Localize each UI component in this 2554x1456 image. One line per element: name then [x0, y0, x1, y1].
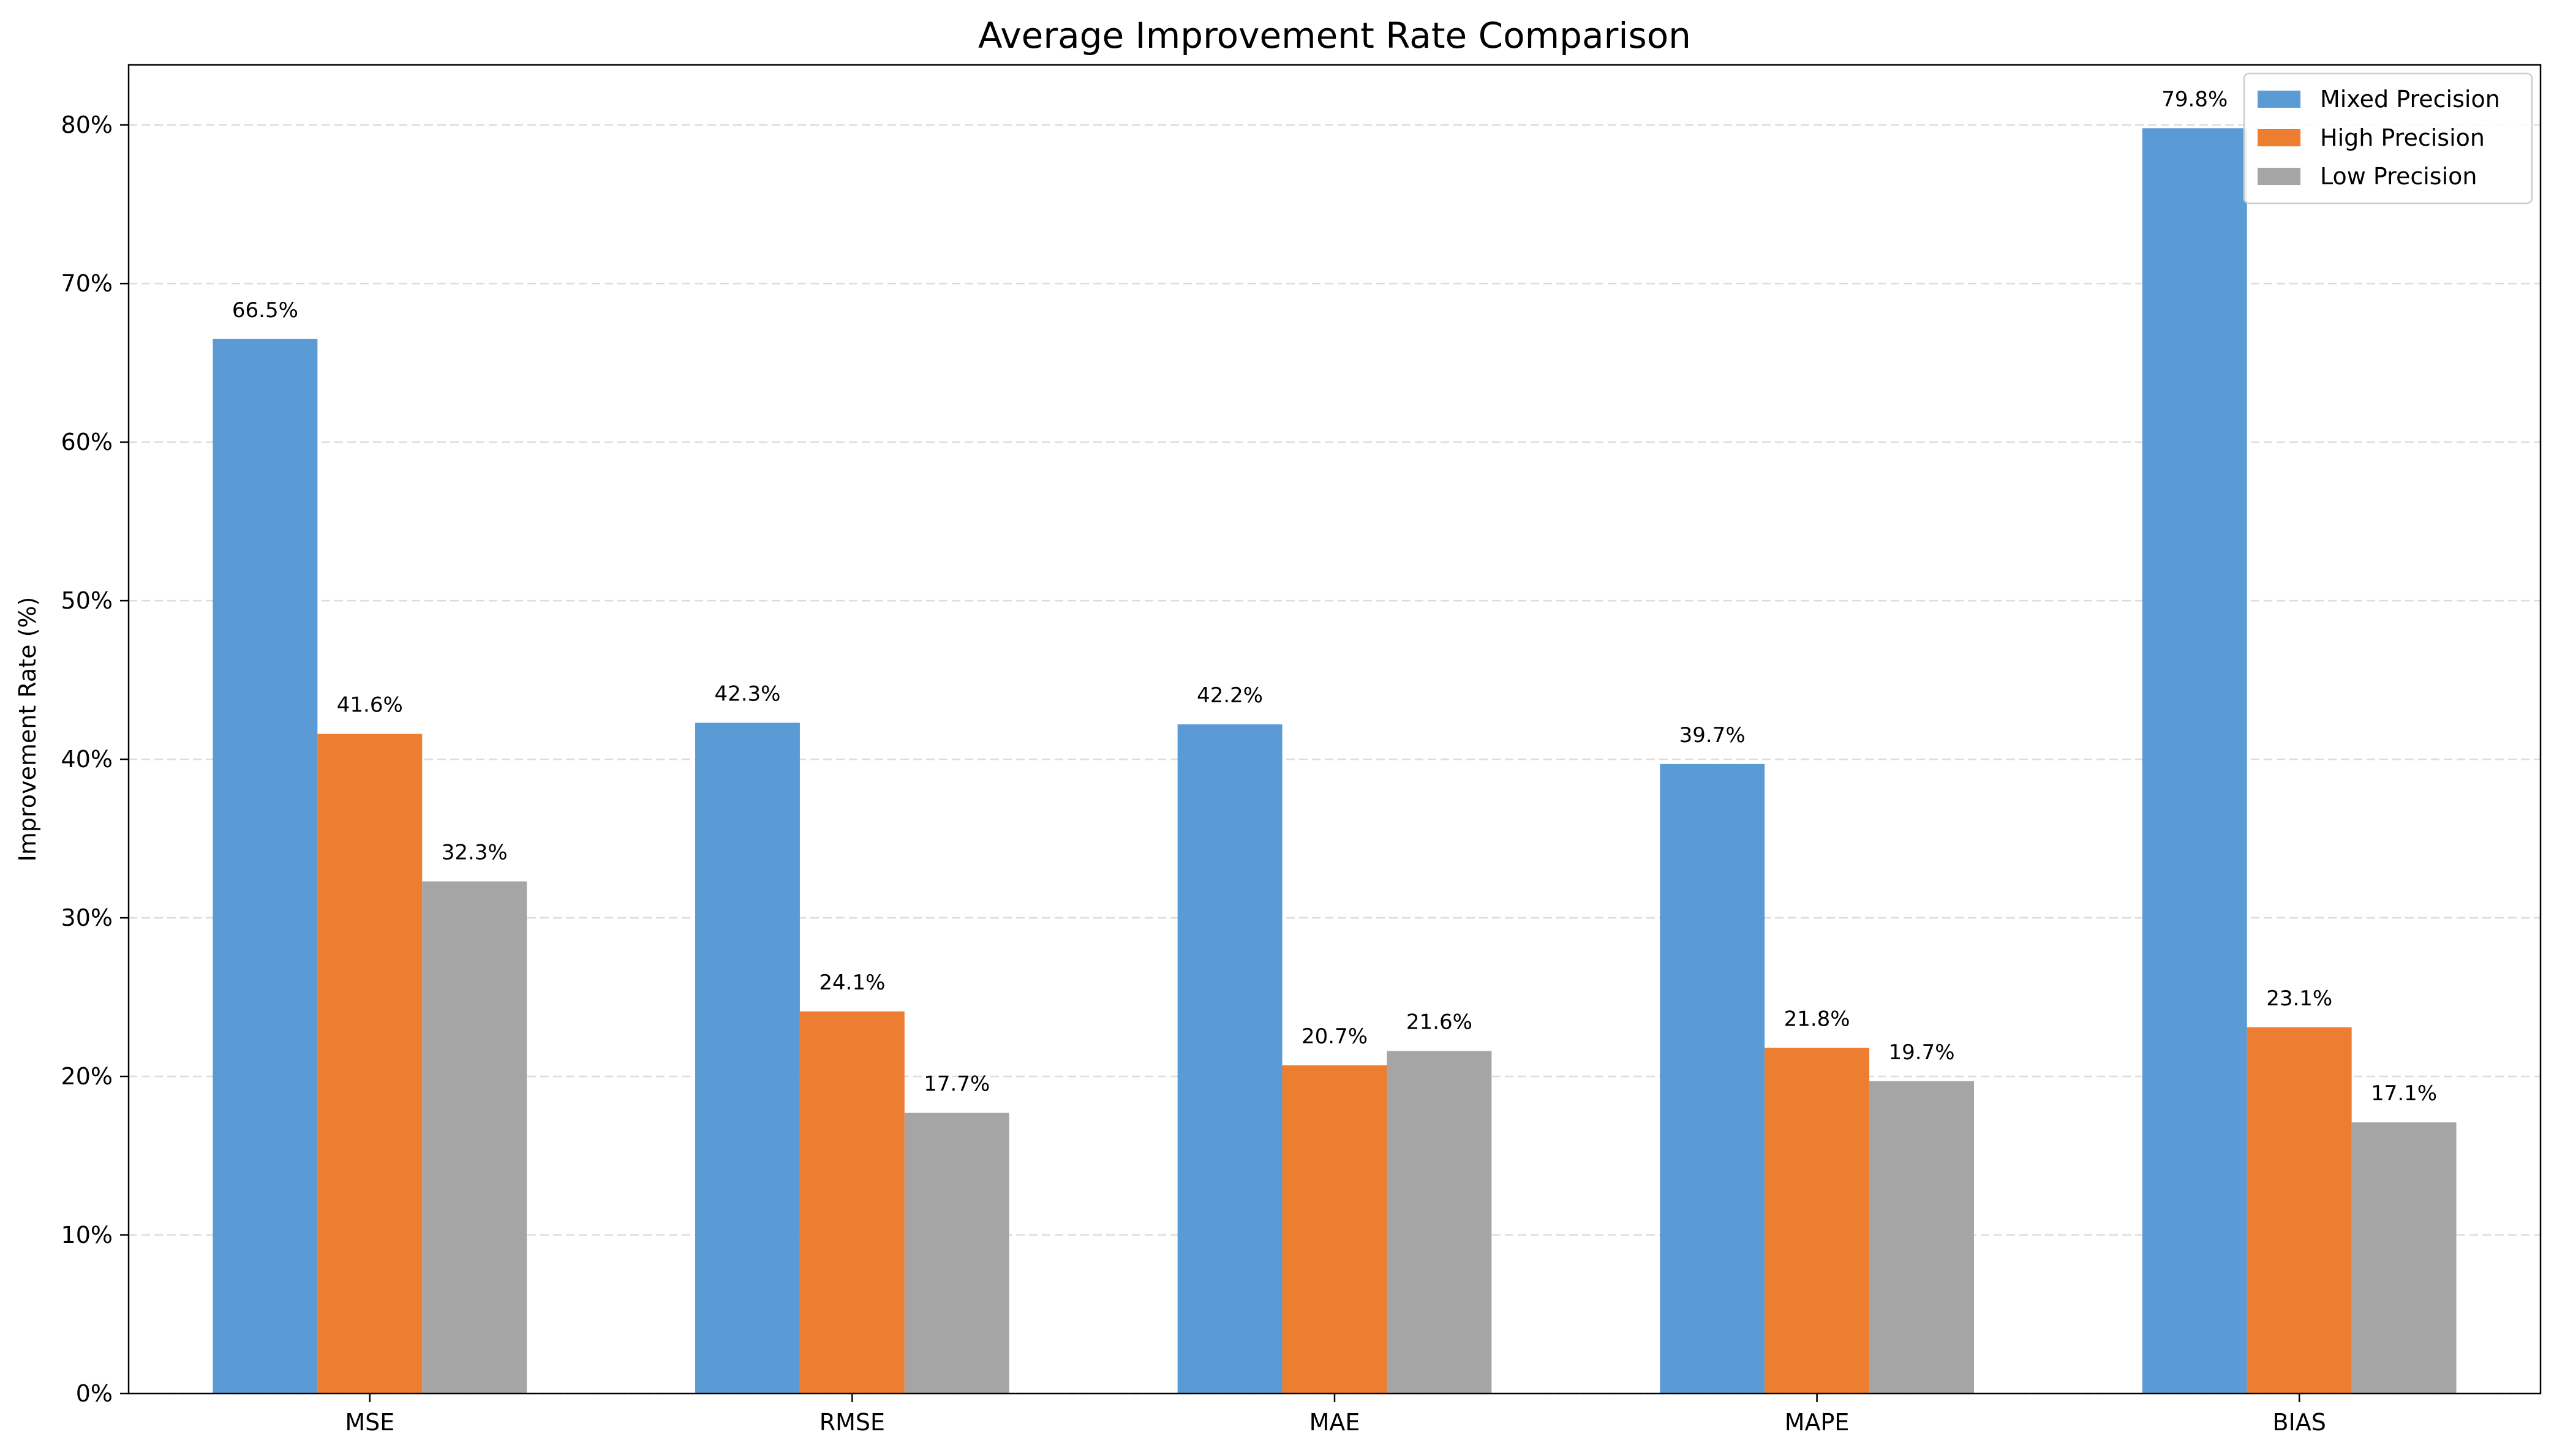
legend-label: Low Precision	[2320, 163, 2477, 190]
x-tick-label: BIAS	[2272, 1409, 2326, 1436]
bar-value-label: 19.7%	[1889, 1040, 1955, 1065]
x-tick-label: MSE	[345, 1409, 394, 1436]
bar	[1869, 1081, 1974, 1394]
bar	[799, 1011, 905, 1394]
y-tick-label: 0%	[76, 1380, 113, 1407]
bar	[1282, 1065, 1387, 1394]
bar-value-label: 23.1%	[2266, 986, 2332, 1011]
y-tick-label: 30%	[61, 904, 113, 931]
bar-value-label: 39.7%	[1679, 723, 1746, 748]
bar-value-label: 79.8%	[2161, 87, 2228, 111]
y-axis: 0% 10% 20% 30% 40% 50% 60% 70% 80%	[61, 111, 129, 1407]
bar-value-label: 20.7%	[1301, 1024, 1368, 1049]
bar-value-label: 66.5%	[232, 298, 298, 323]
y-tick-label: 20%	[61, 1063, 113, 1090]
bar	[1660, 764, 1765, 1394]
bar	[904, 1113, 1009, 1394]
bar-value-label: 32.3%	[442, 840, 508, 865]
bar-value-label: 21.8%	[1784, 1007, 1850, 1031]
x-tick-label: MAE	[1309, 1409, 1360, 1436]
y-tick-label: 70%	[61, 270, 113, 297]
x-tick-label: MAPE	[1785, 1409, 1850, 1436]
bar	[1765, 1048, 1870, 1394]
bar	[2351, 1122, 2457, 1394]
bars	[213, 128, 2457, 1394]
legend-box	[2243, 72, 2533, 205]
legend-swatch	[2258, 91, 2300, 108]
bar-value-label: 21.6%	[1406, 1010, 1472, 1035]
bar	[1177, 724, 1283, 1394]
bar	[2247, 1027, 2352, 1394]
bar	[1387, 1051, 1492, 1394]
x-axis: MSE RMSE MAE MAPE BIAS	[345, 1394, 2326, 1436]
y-tick-label: 80%	[61, 111, 113, 138]
bar-value-label: 41.6%	[337, 693, 403, 718]
y-tick-label: 60%	[61, 429, 113, 456]
y-tick-label: 50%	[61, 587, 113, 614]
bar	[695, 722, 800, 1394]
bar-value-label: 17.7%	[924, 1072, 990, 1097]
bar	[422, 881, 527, 1394]
legend: Mixed Precision High Precision Low Precisi…	[2243, 72, 2533, 205]
grid-lines	[129, 124, 2541, 1395]
bar-value-label: 42.2%	[1197, 683, 1263, 708]
bar	[2142, 128, 2247, 1394]
x-tick-label: RMSE	[819, 1409, 885, 1436]
bar-value-label: 17.1%	[2371, 1081, 2437, 1106]
legend-label: Mixed Precision	[2320, 86, 2500, 113]
y-tick-label: 40%	[61, 746, 113, 773]
bar	[213, 339, 318, 1394]
y-tick-label: 10%	[61, 1221, 113, 1248]
bar	[317, 734, 423, 1394]
chart-title: Average Improvement Rate Comparison	[978, 15, 1691, 56]
legend-swatch	[2258, 129, 2300, 146]
bar-value-labels: 66.5% 42.3% 42.2% 39.7% 79.8% 41.6% 24.1% 20.7%…	[232, 87, 2437, 1106]
legend-swatch	[2258, 168, 2300, 185]
legend-label: High Precision	[2320, 124, 2485, 151]
y-axis-label: Improvement Rate (%)	[14, 597, 41, 862]
bar-value-label: 24.1%	[819, 970, 885, 995]
bar-value-label: 42.3%	[714, 682, 780, 707]
